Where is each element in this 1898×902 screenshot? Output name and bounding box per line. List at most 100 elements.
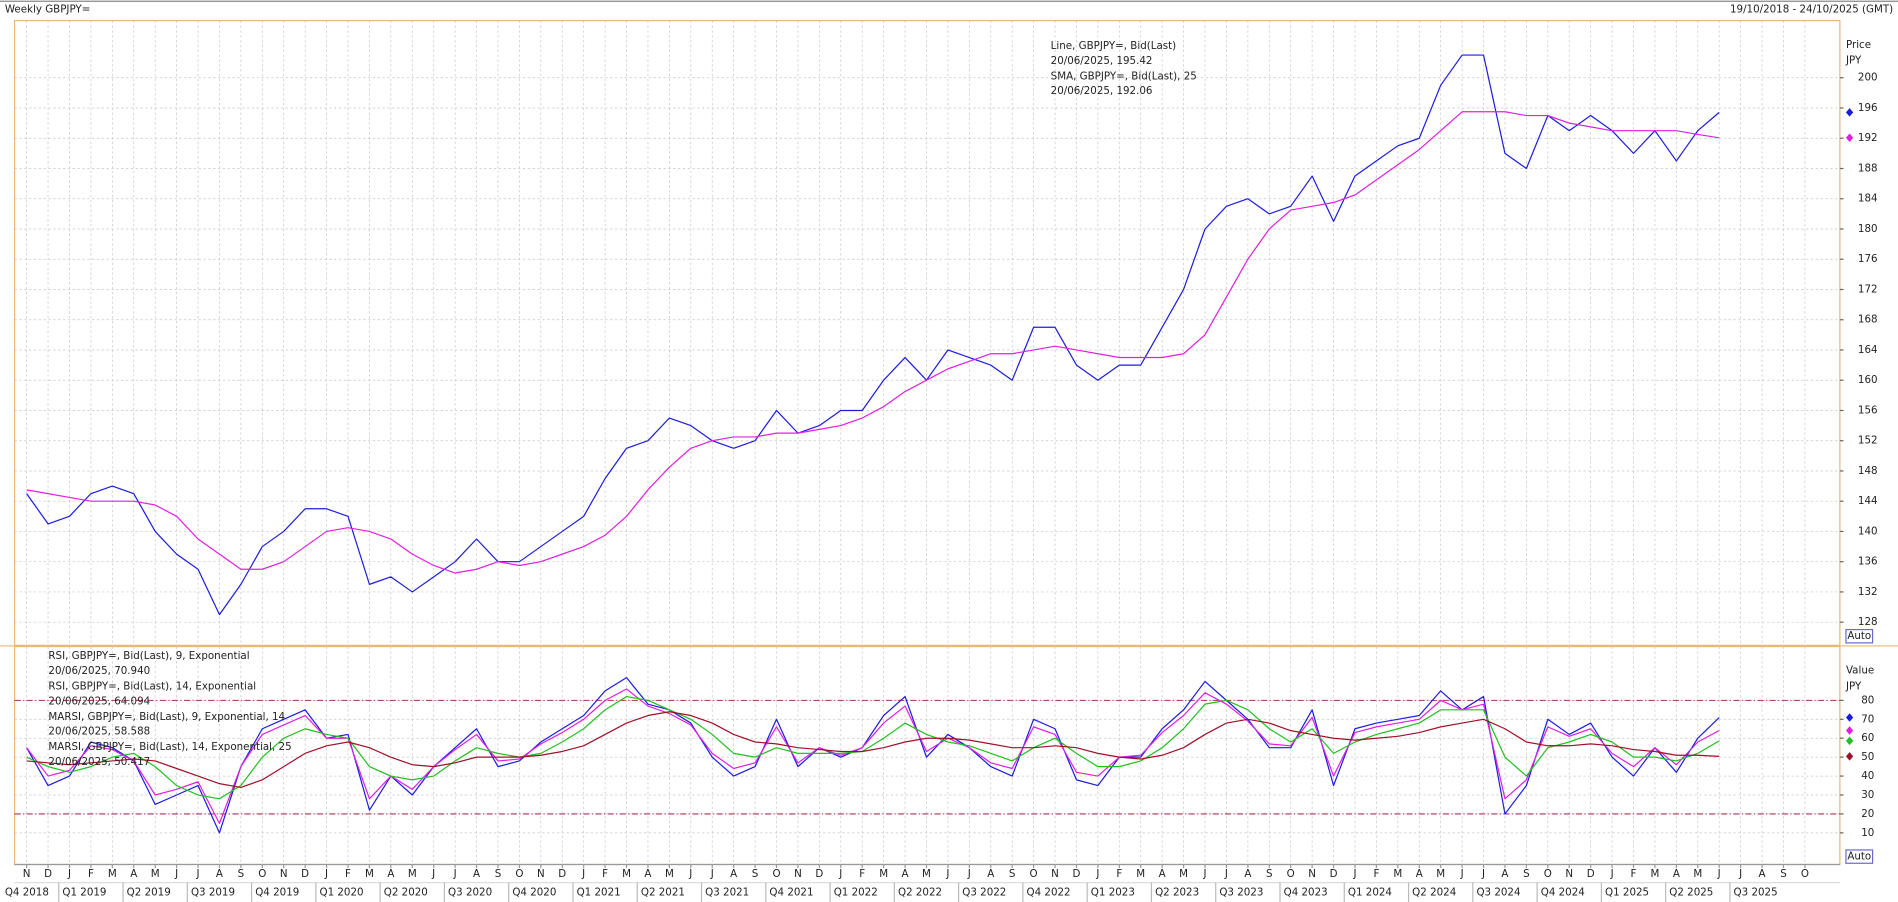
- x-tick-label: A: [216, 868, 223, 880]
- auto-button-label[interactable]: Auto: [1847, 851, 1871, 863]
- x-tick-label: O: [1544, 868, 1552, 880]
- x-tick-label: A: [1673, 868, 1680, 880]
- quarter-label: Q3 2019: [191, 886, 235, 898]
- x-tick-label: N: [280, 868, 288, 880]
- y-tick-label: 60: [1861, 732, 1874, 744]
- x-tick-label: J: [710, 868, 714, 880]
- x-tick-label: S: [1523, 868, 1530, 880]
- x-tick-label: S: [1266, 868, 1273, 880]
- x-tick-label: O: [1287, 868, 1295, 880]
- y-tick-label: 40: [1861, 770, 1874, 782]
- x-tick-label: M: [1393, 868, 1402, 880]
- x-tick-label: O: [515, 868, 523, 880]
- quarter-label: Q3 2024: [1476, 886, 1520, 898]
- quarter-label: Q3 2020: [448, 886, 492, 898]
- x-tick-label: M: [1693, 868, 1702, 880]
- quarter-label: Q4 2023: [1284, 886, 1328, 898]
- x-tick-label: O: [772, 868, 780, 880]
- x-tick-label: D: [1587, 868, 1595, 880]
- x-tick-label: J: [581, 868, 585, 880]
- x-tick-label: J: [196, 868, 200, 880]
- x-tick-label: N: [1308, 868, 1316, 880]
- y-tick-label: 80: [1861, 694, 1874, 706]
- legend-name: MARSI, GBPJPY=, Bid(Last), 14, Exponenti…: [48, 741, 291, 753]
- x-tick-label: A: [1244, 868, 1251, 880]
- series-line: [26, 677, 1720, 834]
- y-tick-label: 70: [1861, 713, 1874, 725]
- x-tick-label: M: [108, 868, 117, 880]
- x-tick-label: M: [665, 868, 674, 880]
- y-tick-label: 132: [1858, 586, 1878, 598]
- quarter-label: Q1 2020: [320, 886, 364, 898]
- series-line: [26, 688, 1720, 825]
- x-tick-label: N: [1051, 868, 1059, 880]
- y-tick-label: 164: [1858, 344, 1878, 356]
- y-tick-label: 128: [1858, 616, 1878, 628]
- x-tick-label: N: [794, 868, 802, 880]
- x-tick-label: M: [622, 868, 631, 880]
- x-tick-label: J: [967, 868, 971, 880]
- x-tick-label: A: [1159, 868, 1166, 880]
- y-tick-label: 160: [1858, 374, 1878, 386]
- y-tick-label: 50: [1861, 751, 1874, 763]
- x-tick-label: M: [922, 868, 931, 880]
- x-tick-label: S: [238, 868, 245, 880]
- x-tick-label: F: [859, 868, 865, 880]
- x-tick-label: F: [1631, 868, 1637, 880]
- legend-detail: 20/06/2025, 50.417: [48, 756, 150, 768]
- x-tick-label: A: [1501, 868, 1508, 880]
- legend-name: SMA, GBPJPY=, Bid(Last), 25: [1051, 70, 1197, 82]
- legend-detail: 20/06/2025, 192.06: [1051, 85, 1153, 97]
- x-tick-label: A: [987, 868, 994, 880]
- x-tick-label: A: [387, 868, 394, 880]
- x-tick-label: N: [537, 868, 545, 880]
- quarter-label: Q2 2021: [641, 886, 685, 898]
- quarter-label: Q2 2023: [1155, 886, 1199, 898]
- chart-title: Weekly GBPJPY=: [5, 4, 90, 16]
- y-tick-label: 172: [1858, 283, 1878, 295]
- quarter-label: Q3 2021: [705, 886, 749, 898]
- y-tick-label: 188: [1858, 162, 1878, 174]
- y-tick-label: 200: [1858, 72, 1878, 84]
- axis-unit: JPY: [1845, 55, 1862, 67]
- x-tick-label: J: [688, 868, 692, 880]
- x-tick-label: D: [1073, 868, 1081, 880]
- x-tick-label: D: [44, 868, 52, 880]
- x-tick-label: J: [1224, 868, 1228, 880]
- x-tick-label: J: [1717, 868, 1721, 880]
- x-tick-label: D: [815, 868, 823, 880]
- quarter-label: Q3 2023: [1219, 886, 1263, 898]
- legend-detail: 20/06/2025, 64.094: [48, 695, 150, 707]
- x-tick-label: A: [130, 868, 137, 880]
- legend-detail: 20/06/2025, 195.42: [1051, 55, 1153, 67]
- x-tick-label: S: [1780, 868, 1787, 880]
- x-tick-label: M: [151, 868, 160, 880]
- x-tick-label: S: [495, 868, 502, 880]
- y-tick-label: 180: [1858, 223, 1878, 235]
- x-tick-label: D: [301, 868, 309, 880]
- x-tick-label: F: [602, 868, 608, 880]
- y-tick-label: 140: [1858, 525, 1878, 537]
- x-tick-label: O: [1030, 868, 1038, 880]
- auto-button-label[interactable]: Auto: [1847, 630, 1871, 642]
- x-tick-label: J: [431, 868, 435, 880]
- quarter-label: Q2 2024: [1412, 886, 1456, 898]
- quarter-label: Q2 2019: [127, 886, 171, 898]
- x-tick-label: A: [644, 868, 651, 880]
- auto-button[interactable]: [1845, 849, 1874, 864]
- quarter-label: Q2 2025: [1669, 886, 1713, 898]
- axis-unit: JPY: [1845, 680, 1862, 692]
- quarter-label: Q4 2022: [1027, 886, 1071, 898]
- axis-label: Value: [1846, 665, 1874, 677]
- x-tick-label: A: [1416, 868, 1423, 880]
- legend-name: RSI, GBPJPY=, Bid(Last), 14, Exponential: [48, 680, 256, 692]
- quarter-label: Q1 2019: [62, 886, 106, 898]
- x-tick-label: D: [558, 868, 566, 880]
- y-tick-label: 192: [1858, 132, 1878, 144]
- quarter-label: Q3 2025: [1734, 886, 1778, 898]
- x-tick-label: J: [324, 868, 328, 880]
- auto-button[interactable]: [1845, 628, 1874, 644]
- quarter-label: Q4 2024: [1541, 886, 1585, 898]
